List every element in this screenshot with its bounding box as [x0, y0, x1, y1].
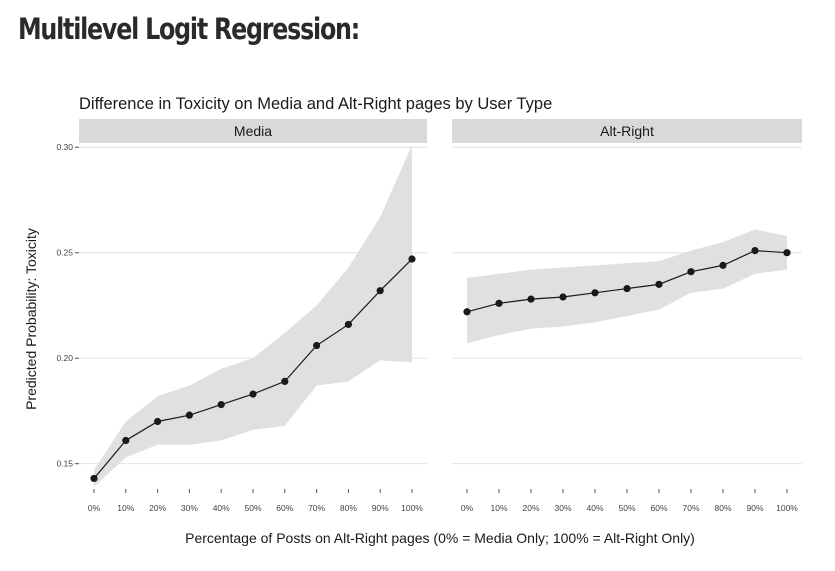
y-tick-label: 0.15 — [56, 459, 73, 469]
chart-title: Difference in Toxicity on Media and Alt-… — [79, 95, 552, 113]
x-tick-label: 50% — [244, 503, 261, 513]
data-point — [623, 284, 631, 293]
x-tick-label: 30% — [554, 503, 571, 513]
data-point — [559, 293, 567, 301]
x-tick-label: 20% — [149, 503, 166, 513]
data-point — [751, 246, 759, 255]
data-point — [527, 295, 535, 303]
y-tick-label: 0.20 — [56, 353, 73, 363]
x-tick-label: 100% — [401, 503, 423, 513]
data-point — [249, 390, 257, 398]
x-tick-label: 60% — [276, 503, 293, 513]
x-tick-label: 60% — [650, 503, 667, 513]
y-tick-label: 0.30 — [56, 142, 73, 152]
x-tick-label: 20% — [522, 503, 539, 513]
facet-strip — [452, 119, 802, 143]
data-point — [687, 268, 695, 276]
slide-title: Multilevel Logit Regression: — [18, 12, 360, 46]
facet-strip — [79, 119, 427, 143]
x-tick-label: 80% — [340, 503, 357, 513]
data-point — [217, 401, 225, 409]
data-point — [281, 377, 289, 386]
y-tick-label: 0.25 — [56, 248, 73, 258]
x-tick-label: 90% — [746, 503, 763, 513]
x-tick-label: 90% — [372, 503, 389, 513]
data-point — [783, 249, 791, 257]
x-tick-label: 40% — [586, 503, 603, 513]
data-point — [185, 411, 193, 419]
data-point — [408, 255, 416, 263]
data-point — [655, 280, 663, 288]
data-point — [591, 289, 599, 297]
data-point — [495, 299, 503, 307]
x-tick-label: 0% — [461, 503, 474, 513]
data-point — [122, 436, 130, 445]
x-tick-label: 30% — [181, 503, 198, 513]
x-tick-label: 0% — [88, 503, 101, 513]
y-axis-label: Predicted Probability: Toxicity — [23, 228, 39, 410]
data-point — [376, 287, 384, 295]
x-tick-label: 10% — [117, 503, 134, 513]
data-point — [313, 341, 321, 350]
data-point — [463, 308, 471, 316]
confidence-band — [94, 145, 412, 487]
facet-strip-label: Alt-Right — [600, 123, 654, 139]
x-tick-label: 40% — [213, 503, 230, 513]
data-point — [719, 261, 727, 269]
x-tick-label: 80% — [714, 503, 731, 513]
x-tick-label: 50% — [618, 503, 635, 513]
data-point — [90, 474, 98, 483]
data-point — [154, 417, 162, 426]
panel-alt-right: Alt-Right 0% 10% 20% 30% 40% 50% 60% 70% 80% 90% 10… — [452, 119, 802, 513]
x-tick-label: 10% — [490, 503, 507, 513]
x-tick-label: 70% — [682, 503, 699, 513]
panel-media: Media 0% 10% 20% 30% 40% 50% 60% 70% 80% 90% 100% — [79, 119, 427, 513]
x-axis-label: Percentage of Posts on Alt-Right pages (… — [185, 530, 695, 546]
x-tick-label: 70% — [308, 503, 325, 513]
data-point — [344, 320, 352, 329]
x-tick-label: 100% — [776, 503, 798, 513]
facet-strip-label: Media — [234, 123, 272, 139]
chart-panels: 0.15 0.20 0.25 0.30 Media 0% 10% 20% 30% 40% 50% 60… — [56, 119, 802, 513]
